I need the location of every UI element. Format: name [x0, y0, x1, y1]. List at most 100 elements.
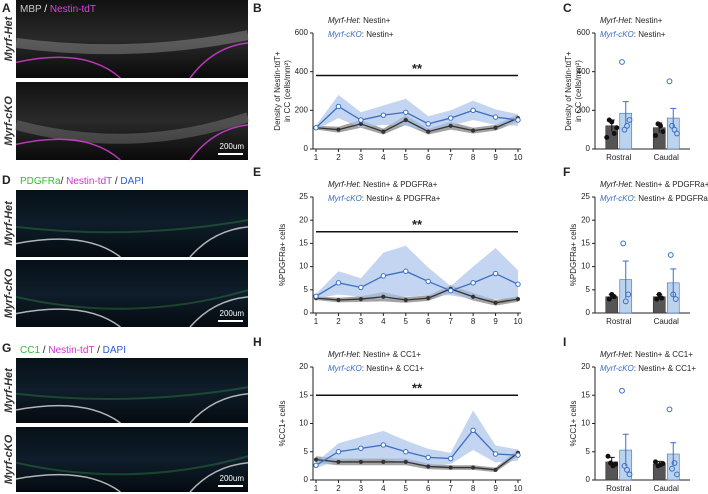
tissue-edge	[189, 393, 249, 424]
y-tick-label: 0	[304, 144, 309, 153]
legend-name: Myrf-cKO	[328, 30, 362, 39]
y-tick-label: 5	[586, 447, 591, 456]
stain-part: /	[42, 4, 50, 15]
series-line	[315, 270, 519, 297]
data-point	[381, 129, 386, 134]
data-point	[426, 296, 431, 301]
data-point	[358, 284, 364, 291]
stain-part: DAPI	[120, 176, 143, 187]
legend-text: : Nestin+ & CC1+	[362, 364, 425, 373]
data-point	[335, 103, 342, 110]
legend-name: Myrf-Het	[600, 180, 631, 189]
significance-label: **	[412, 381, 423, 396]
stain-part: /	[112, 176, 120, 187]
data-point	[605, 453, 611, 459]
legend-entry: Myrf-cKO: Nestin+	[600, 30, 666, 39]
x-tick-label: 8	[471, 484, 476, 493]
legend-text: : Nestin+ & PDGFRa+	[634, 194, 708, 203]
data-point	[403, 297, 408, 303]
tissue-edge	[15, 56, 121, 79]
tissue-edge	[15, 138, 121, 161]
scale-bar-label: 200um	[220, 142, 245, 151]
row-label: Myrf-cKO	[3, 434, 15, 484]
micrograph	[16, 190, 248, 257]
legend-text: : Nestin+	[634, 30, 666, 39]
data-point	[493, 300, 498, 305]
stain-part: /	[40, 345, 48, 356]
data-point	[492, 270, 499, 277]
data-point	[447, 455, 454, 462]
data-point	[335, 280, 342, 286]
legend-name: Myrf-Het	[600, 16, 631, 25]
data-point	[515, 281, 521, 287]
data-point	[658, 123, 663, 129]
legend-entry: Myrf-cKO: Nestin+ & CC1+	[328, 364, 424, 373]
x-tick-label: 1	[314, 484, 319, 493]
y-tick-label: 0	[586, 475, 591, 484]
data-point	[358, 296, 363, 302]
data-point	[666, 78, 673, 85]
data-point	[660, 129, 666, 135]
significance-label: **	[412, 61, 423, 76]
legend-entry: Myrf-Het: Nestin+	[328, 16, 391, 25]
x-tick-label: Caudal	[654, 317, 680, 326]
x-tick-label: 7	[448, 317, 453, 326]
error-band	[316, 94, 518, 132]
data-point	[358, 459, 363, 465]
panel-letter: I	[563, 335, 566, 349]
tissue-band	[15, 455, 249, 476]
data-point	[604, 134, 610, 140]
data-point	[493, 125, 498, 130]
y-tick-label: 200	[577, 105, 591, 114]
micrograph	[16, 427, 248, 492]
data-point	[669, 465, 675, 472]
x-tick-label: 2	[336, 317, 341, 326]
x-tick-label: 9	[493, 484, 498, 493]
data-point	[426, 464, 431, 469]
data-point	[626, 471, 633, 478]
legend-entry: Myrf-cKO: Nestin+ & CC1+	[600, 364, 696, 373]
data-point	[620, 240, 627, 247]
legend-name: Myrf-cKO	[328, 364, 362, 373]
data-point	[622, 298, 629, 305]
y-tick-label: 600	[295, 28, 309, 37]
data-point	[380, 112, 387, 118]
legend-name: Myrf-cKO	[600, 364, 634, 373]
row-label: Myrf-cKO	[3, 96, 15, 146]
x-tick-label: Rostral	[606, 317, 632, 326]
legend-entry: Myrf-cKO: Nestin+ & PDGFRa+	[328, 194, 441, 203]
data-point	[403, 109, 409, 115]
error-band	[316, 285, 518, 306]
data-point	[313, 462, 319, 469]
legend-name: Myrf-Het	[328, 16, 359, 25]
x-tick-label: 1	[314, 317, 319, 326]
x-tick-label: Caudal	[654, 484, 680, 493]
data-point	[492, 114, 499, 120]
legend-text: : Nestin+	[359, 16, 391, 25]
x-tick-label: 4	[381, 153, 386, 162]
y-tick-label: 5	[304, 447, 309, 456]
x-tick-label: 10	[514, 484, 523, 493]
data-point	[403, 449, 409, 455]
data-point	[619, 387, 625, 394]
series-line	[315, 452, 519, 471]
y-tick-label: 15	[581, 239, 590, 248]
tissue-edge	[15, 473, 121, 493]
x-tick-label: 2	[336, 484, 341, 493]
legend-entry: Myrf-Het: Nestin+ & PDGFRa+	[600, 180, 708, 189]
data-point	[611, 131, 617, 137]
y-tick-label: 0	[586, 144, 591, 153]
x-tick-label: 5	[404, 317, 409, 326]
tissue-edge	[189, 226, 249, 258]
data-point	[621, 462, 628, 469]
series-line	[315, 105, 519, 129]
data-point	[653, 132, 658, 138]
y-tick-label: 20	[299, 362, 308, 371]
legend-entry: Myrf-Het: Nestin+ & PDGFRa+	[328, 180, 438, 189]
y-tick-label: 25	[581, 192, 590, 201]
data-point	[515, 452, 521, 458]
data-point	[613, 461, 618, 467]
micrograph	[16, 0, 248, 78]
stain-part: Nestin-tdT	[50, 4, 96, 15]
tissue-edge	[15, 404, 121, 424]
